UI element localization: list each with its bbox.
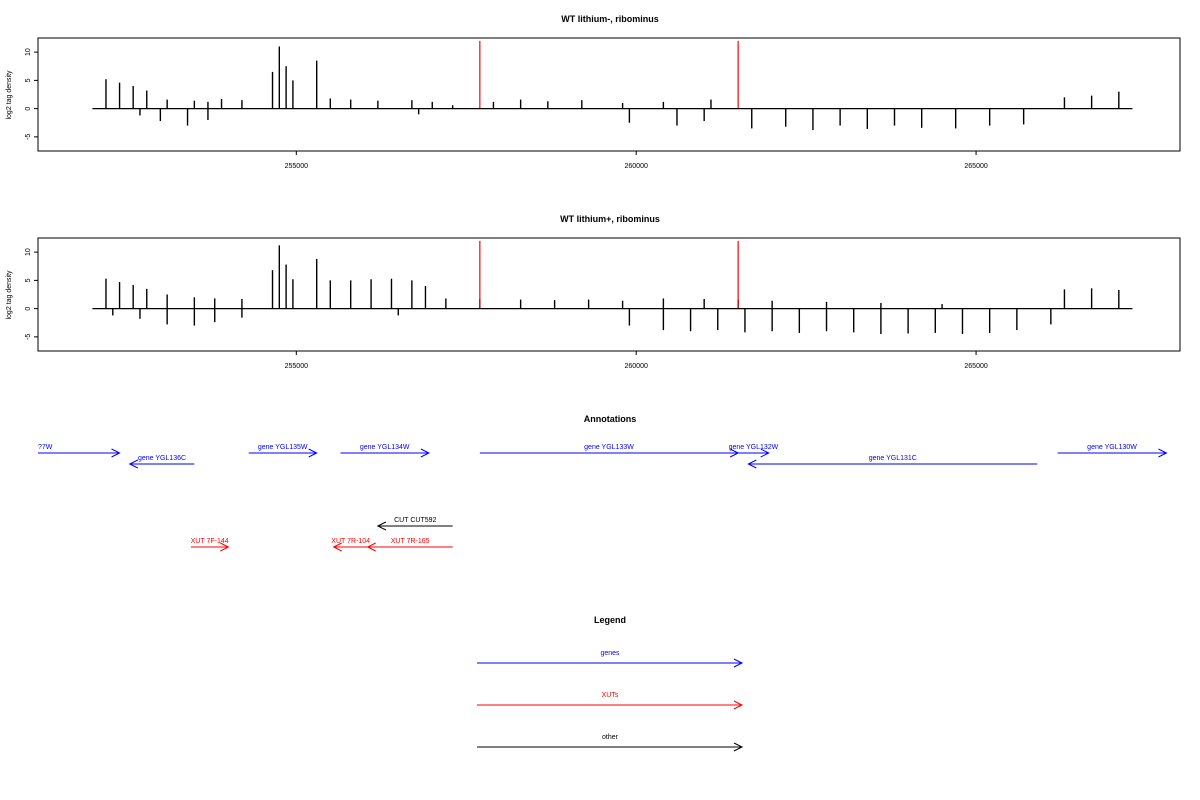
arrow-head: [308, 448, 318, 458]
y-tick-label: 10: [25, 248, 32, 256]
annotation-label: gene YGL136C: [138, 455, 186, 462]
legend-label: other: [602, 734, 619, 741]
annotation-label: XUT 7R-165: [391, 538, 430, 545]
y-axis: -5 0 5 10: [25, 48, 38, 140]
gene-annotation: gene YGL130W: [1057, 444, 1168, 458]
y-tick-label: -5: [25, 134, 32, 140]
x-tick-label: 260000: [625, 363, 648, 370]
annotation-label: gene YGL131C: [869, 455, 917, 462]
legend: Legend genes XUTs other: [477, 615, 744, 752]
annotation-label: gene YGL133W: [584, 444, 634, 451]
annotations-track: Annotations ?7W gene YGL135W gene YGL134W g…: [38, 414, 1168, 552]
plot-frame: [37, 37, 1181, 152]
gene-annotation: gene YGL133W: [479, 444, 740, 458]
annotation-label: gene YGL134W: [360, 444, 410, 451]
annotation-label: gene YGL130W: [1087, 444, 1137, 451]
y-tick-label: 10: [25, 48, 32, 56]
marker-lines: [479, 40, 739, 109]
legend-label: XUTs: [602, 692, 619, 699]
y-tick-label: 5: [25, 278, 32, 282]
xut-annotation: XUT 7R-165: [366, 538, 453, 552]
legend-title: Legend: [594, 615, 626, 625]
panel-lithium-minus: WT lithium-, ribominus log2 tag density …: [6, 14, 1181, 170]
x-tick-label: 265000: [964, 363, 987, 370]
legend-item-other: other: [477, 734, 744, 752]
arrow-head: [220, 542, 230, 552]
legend-item-xuts: XUTs: [477, 692, 744, 710]
gene-annotation: gene YGL136C: [128, 455, 195, 469]
panel-lithium-plus: WT lithium+, ribominus log2 tag density …: [6, 214, 1181, 370]
x-tick-label: 265000: [964, 163, 987, 170]
xut-annotation: XUT 7F-144: [191, 538, 230, 552]
arrow-head: [747, 459, 757, 469]
legend-label: genes: [600, 650, 620, 657]
panel-title: WT lithium+, ribominus: [560, 214, 660, 224]
arrow-head: [332, 542, 342, 552]
x-axis: 255000 260000 265000: [285, 351, 988, 370]
y-axis: -5 0 5 10: [25, 248, 38, 340]
annotation-label: gene YGL132W: [729, 444, 779, 451]
arrow-head: [376, 521, 387, 531]
gene-annotation: gene YGL135W: [248, 444, 318, 458]
x-tick-label: 255000: [285, 163, 308, 170]
legend-item-genes: genes: [477, 650, 744, 668]
annotations-title: Annotations: [584, 414, 637, 424]
x-tick-label: 255000: [285, 363, 308, 370]
annotation-label: CUT CUT592: [394, 517, 436, 524]
arrow-head: [128, 459, 138, 469]
arrow-head: [111, 448, 121, 458]
annotation-label: XUT 7R-104: [331, 538, 370, 545]
gene-annotation: ?7W: [38, 444, 121, 458]
annotation-label: XUT 7F-144: [191, 538, 229, 545]
plot-frame: [37, 237, 1181, 352]
y-tick-label: 0: [25, 307, 32, 311]
gene-annotation: gene YGL131C: [747, 455, 1038, 469]
gene-annotation: gene YGL134W: [340, 444, 430, 458]
arrow-head: [1158, 448, 1168, 458]
y-tick-label: 5: [25, 78, 32, 82]
bar-series: [105, 245, 1120, 335]
y-tick-label: -5: [25, 334, 32, 340]
y-axis-label: log2 tag density: [6, 270, 13, 320]
arrow-head: [760, 448, 770, 458]
arrow-head: [733, 658, 744, 668]
y-axis-label: log2 tag density: [6, 70, 13, 120]
other-annotation: CUT CUT592: [376, 517, 453, 531]
annotation-label: gene YGL135W: [258, 444, 308, 451]
bar-series: [105, 46, 1120, 131]
xut-annotation: XUT 7R-104: [331, 538, 370, 552]
arrow-head: [420, 448, 430, 458]
gene-annotation: gene YGL132W: [729, 444, 779, 458]
y-tick-label: 0: [25, 107, 32, 111]
marker-lines: [479, 240, 739, 309]
x-tick-label: 260000: [625, 163, 648, 170]
annotation-label: ?7W: [38, 444, 53, 451]
panel-title: WT lithium-, ribominus: [561, 14, 659, 24]
arrow-head: [733, 742, 744, 752]
arrow-head: [733, 700, 744, 710]
x-axis: 255000 260000 265000: [285, 151, 988, 170]
arrow-head: [366, 542, 376, 552]
